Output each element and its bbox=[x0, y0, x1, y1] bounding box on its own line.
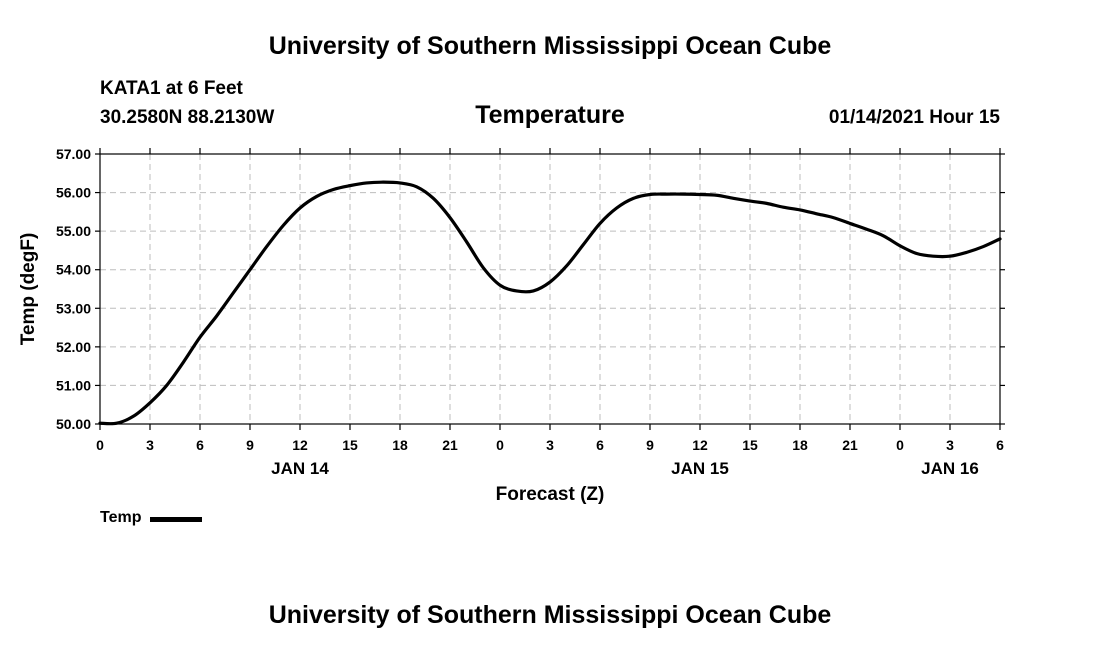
station-name: KATA1 at 6 Feet bbox=[100, 78, 243, 99]
run-timestamp: 01/14/2021 Hour 15 bbox=[828, 107, 1000, 128]
x-tick-label: 6 bbox=[196, 437, 204, 453]
x-tick-label: 6 bbox=[996, 437, 1004, 453]
x-tick-label: 15 bbox=[742, 437, 758, 453]
x-tick-label: 18 bbox=[792, 437, 808, 453]
grid-lines bbox=[100, 154, 1000, 424]
y-tick-label: 54.00 bbox=[56, 262, 91, 278]
x-tick-label: 9 bbox=[646, 437, 654, 453]
date-label: JAN 16 bbox=[921, 459, 979, 478]
x-tick-label: 9 bbox=[246, 437, 254, 453]
x-tick-label: 0 bbox=[496, 437, 504, 453]
legend-label: Temp bbox=[100, 509, 142, 526]
x-axis-title: Forecast (Z) bbox=[496, 484, 605, 505]
x-tick-label: 18 bbox=[392, 437, 408, 453]
y-tick-label: 56.00 bbox=[56, 185, 91, 201]
date-label: JAN 15 bbox=[671, 459, 729, 478]
date-labels: JAN 14 JAN 15 JAN 16 bbox=[271, 459, 979, 478]
x-tick-label: 3 bbox=[146, 437, 154, 453]
legend: Temp bbox=[100, 509, 203, 526]
axis-ticks bbox=[95, 148, 1005, 430]
page-title: University of Southern Mississippi Ocean… bbox=[268, 32, 832, 60]
station-coordinates: 30.2580N 88.2130W bbox=[100, 107, 275, 128]
y-tick-label: 51.00 bbox=[56, 377, 91, 393]
x-tick-label: 21 bbox=[442, 437, 458, 453]
y-tick-label: 53.00 bbox=[56, 300, 91, 316]
x-tick-label: 12 bbox=[692, 437, 708, 453]
x-tick-label: 3 bbox=[946, 437, 954, 453]
chart-title: Temperature bbox=[475, 101, 625, 129]
legend-swatch bbox=[150, 517, 203, 522]
footer-title: University of Southern Mississippi Ocean… bbox=[268, 601, 832, 629]
x-tick-label: 0 bbox=[96, 437, 104, 453]
y-tick-label: 57.00 bbox=[56, 146, 91, 162]
series-line-temp bbox=[98, 180, 1002, 426]
x-tick-label: 15 bbox=[342, 437, 358, 453]
x-tick-label: 0 bbox=[896, 437, 904, 453]
x-tick-label: 6 bbox=[596, 437, 604, 453]
y-axis-title: Temp (degF) bbox=[18, 233, 39, 346]
y-tick-label: 50.00 bbox=[56, 416, 91, 432]
x-tick-label: 21 bbox=[842, 437, 858, 453]
x-tick-label: 3 bbox=[546, 437, 554, 453]
y-tick-labels: 50.00 51.00 52.00 53.00 54.00 55.00 56.00 57.00 bbox=[56, 146, 91, 432]
y-tick-label: 52.00 bbox=[56, 339, 91, 355]
y-tick-label: 55.00 bbox=[56, 223, 91, 239]
x-tick-labels: 0 3 6 9 12 15 18 21 0 3 6 9 12 15 18 21 0 3 6 bbox=[96, 437, 1004, 453]
date-label: JAN 14 bbox=[271, 459, 329, 478]
series-layer bbox=[98, 180, 1002, 426]
temperature-chart: 50.00 51.00 52.00 53.00 54.00 55.00 56.00 57.00… bbox=[18, 146, 1005, 505]
x-tick-label: 12 bbox=[292, 437, 308, 453]
